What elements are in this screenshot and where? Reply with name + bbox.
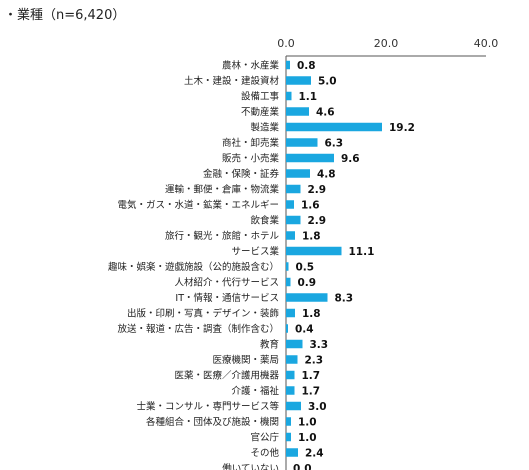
category-label: 金融・保険・証券 <box>203 168 280 180</box>
category-label: 設備工事 <box>241 91 280 103</box>
x-tick-label: 0.0 <box>277 37 295 50</box>
x-tick-label: 40.0 <box>474 37 499 50</box>
bar <box>286 324 288 333</box>
value-label: 2.3 <box>305 355 324 367</box>
category-label: 飲食業 <box>250 215 279 227</box>
bar <box>286 246 342 256</box>
category-label: 介護・福祉 <box>231 385 279 397</box>
value-label: 1.1 <box>299 91 318 103</box>
category-label: 人材紹介・代行サービス <box>174 277 279 289</box>
value-label: 9.6 <box>341 153 360 165</box>
value-label: 1.7 <box>302 386 321 398</box>
bar <box>286 76 311 85</box>
value-label: 8.3 <box>335 293 354 305</box>
bar <box>286 200 294 209</box>
category-label: 働いていない <box>222 463 279 470</box>
category-label: IT・情報・通信サービス <box>175 292 279 304</box>
bar <box>286 60 290 70</box>
value-label: 2.9 <box>308 184 327 196</box>
category-label: 官公庁 <box>250 432 279 444</box>
value-label: 1.0 <box>298 417 317 429</box>
category-label: 不動産業 <box>241 106 280 118</box>
value-label: 4.6 <box>316 107 335 119</box>
value-label: 6.3 <box>325 138 344 150</box>
value-label: 2.4 <box>305 448 324 460</box>
value-label: 3.0 <box>308 401 327 413</box>
value-label: 5.0 <box>318 76 337 88</box>
value-label: 4.8 <box>317 169 336 181</box>
value-label: 0.9 <box>298 277 317 289</box>
bar <box>286 91 292 101</box>
bar <box>286 184 301 194</box>
category-label: 出版・印刷・写真・デザイン・装飾 <box>127 308 279 320</box>
category-label: その他 <box>250 447 279 459</box>
value-label: 11.1 <box>349 246 375 258</box>
bar <box>286 153 334 163</box>
value-label: 19.2 <box>389 122 415 134</box>
category-label: 各種組合・団体及び施設・機関 <box>146 416 279 428</box>
category-label: 士業・コンサル・専門サービス等 <box>136 401 279 413</box>
bar <box>286 339 303 349</box>
category-label: 趣味・娯楽・遊戯施設（公的施設含む） <box>108 261 279 273</box>
bars-layer: 0.85.01.1 4.6 19.2 6.3 9.6 4.8 2.9 1.6 2.9 1.8 11.… <box>286 60 415 470</box>
bar <box>286 432 291 442</box>
bar <box>286 231 295 240</box>
category-label: サービス業 <box>231 246 279 258</box>
category-label: 運輸・郵便・倉庫・物流業 <box>165 184 280 196</box>
bar <box>286 401 301 411</box>
value-label: 3.3 <box>310 339 329 351</box>
bar <box>286 277 291 287</box>
bar <box>286 417 291 426</box>
value-label: 0.8 <box>297 60 316 72</box>
value-label: 0.4 <box>295 324 314 336</box>
category-label: 旅行・観光・旅館・ホテル <box>165 230 280 242</box>
bar <box>286 370 295 380</box>
chart-title: ・業種（n=6,420） <box>4 8 126 23</box>
value-label: 2.9 <box>308 215 327 227</box>
category-label: 放送・報道・広告・調査（制作含む） <box>117 323 279 335</box>
axis-layer: 0.0 20.0 40.0 農林・水産業土木・建設・建設資材設備工事不動産業製造業商社… <box>108 37 498 470</box>
category-label: 医薬・医療／介護用機器 <box>174 370 279 382</box>
value-label: 1.0 <box>298 432 317 444</box>
bar <box>286 169 310 178</box>
category-label: 電気・ガス・水道・鉱業・エネルギー <box>117 199 279 211</box>
bar <box>286 138 318 147</box>
value-label: 1.8 <box>302 308 321 320</box>
bar <box>286 308 295 318</box>
bar <box>286 355 298 364</box>
category-label: 製造業 <box>250 122 279 134</box>
category-label: 商社・卸売業 <box>222 137 280 149</box>
bar <box>286 107 309 116</box>
category-label: 農林・水産業 <box>222 60 280 72</box>
value-label: 1.8 <box>302 231 321 243</box>
category-label: 販売・小売業 <box>222 153 280 165</box>
bar <box>286 293 328 302</box>
value-label: 1.6 <box>301 200 320 212</box>
category-label: 教育 <box>260 339 279 351</box>
bar <box>286 448 298 457</box>
x-tick-label: 20.0 <box>374 37 399 50</box>
category-label: 医療機関・薬局 <box>212 354 279 366</box>
bar <box>286 215 301 225</box>
value-label: 0.0 <box>293 463 312 470</box>
bar <box>286 122 382 132</box>
bar <box>286 262 289 271</box>
value-label: 1.7 <box>302 370 321 382</box>
value-label: 0.5 <box>296 262 315 274</box>
category-label: 土木・建設・建設資材 <box>184 75 280 87</box>
bar <box>286 386 295 395</box>
